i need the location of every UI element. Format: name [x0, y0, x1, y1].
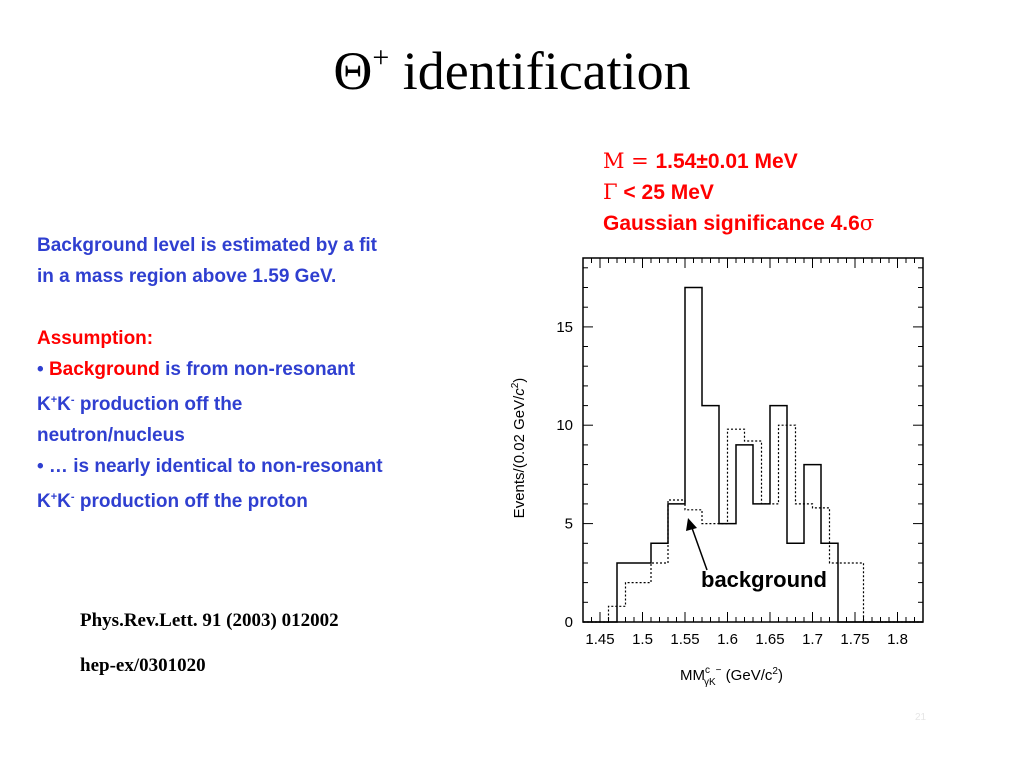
mass-value: 1.54±0.01 MeV: [655, 150, 798, 173]
x-tick-label: 1.45: [585, 631, 614, 648]
kk2-plus: +: [50, 491, 58, 503]
references: Phys.Rev.Lett. 91 (2003) 012002 hep-ex/0…: [80, 610, 339, 700]
x-tick-label: 1.8: [887, 631, 908, 648]
bg-line2: in a mass region above 1.59 GeV.: [37, 266, 337, 287]
series-background-dotted: [583, 424, 923, 623]
explanation-text: Background level is estimated by a fit i…: [37, 230, 507, 517]
y-tick-label: 5: [565, 516, 573, 533]
mass-line: M = 1.54±0.01 MeV: [603, 146, 874, 177]
x-tick-label: 1.65: [755, 631, 784, 648]
kk-minus: -: [70, 394, 75, 406]
background-arrow: [691, 527, 708, 571]
x-axis-label: MMc γK− (GeV/c2): [680, 665, 783, 688]
kk2-minus: -: [70, 491, 75, 503]
bullet1-marker: •: [37, 359, 49, 380]
slide-title: Θ+ identification: [0, 40, 1024, 102]
resonance-parameters: M = 1.54±0.01 MeV Γ < 25 MeV Gaussian si…: [603, 146, 874, 239]
width-line: Γ < 25 MeV: [603, 177, 874, 208]
title-text: identification: [389, 41, 691, 101]
bullet2-line1: • … is nearly identical to non-resonant: [37, 456, 383, 477]
bullet2-line2: K+K- production off the proton: [37, 482, 507, 517]
arxiv-reference: hep-ex/0301020: [80, 655, 206, 676]
assumption-label: Assumption:: [37, 328, 154, 349]
title-theta: Θ: [333, 41, 373, 101]
series-data-solid: [583, 286, 923, 623]
kk-k1: K: [37, 394, 51, 415]
bullet1-line2: K+K- production off the: [37, 385, 507, 420]
histogram-chart: 1.45 1.5 1.55 1.6 1.65 1.7 1.75 1.8 0 5 10 15 Event…: [510, 257, 924, 688]
bullet1-line2-rest: production off the: [74, 394, 243, 415]
kk2-k2: K: [57, 491, 71, 512]
title-plus: +: [372, 41, 390, 74]
mass-symbol: M =: [603, 149, 656, 173]
y-axis-label: Events/(0.02 GeV/c2): [510, 378, 528, 519]
bullet1-line1: • Background is from non-resonant: [37, 354, 507, 385]
kk2-k1: K: [37, 491, 51, 512]
bullet2-line2-rest: production off the proton: [74, 491, 308, 512]
y-tick-label: 10: [556, 417, 573, 434]
background-annotation: background: [701, 567, 827, 592]
background-arrow-head: [686, 518, 697, 531]
sigma-symbol: σ: [859, 211, 875, 235]
journal-reference: Phys.Rev.Lett. 91 (2003) 012002: [80, 610, 339, 631]
x-tick-label: 1.5: [632, 631, 653, 648]
slide-number: 21: [915, 712, 927, 723]
significance-text: Gaussian significance 4.6: [603, 212, 860, 235]
kk-plus: +: [50, 394, 58, 406]
width-value: < 25 MeV: [617, 181, 714, 204]
bullet1-rest: is from non-resonant: [159, 359, 356, 380]
bullet1-line3: neutron/nucleus: [37, 425, 185, 446]
axis-ticks: [582, 258, 924, 623]
x-tick-label: 1.55: [670, 631, 699, 648]
bg-line1: Background level is estimated by a fit: [37, 235, 377, 256]
bullet1-red: Background: [48, 359, 160, 380]
x-tick-label: 1.75: [840, 631, 869, 648]
y-tick-label: 15: [556, 319, 573, 336]
significance-line: Gaussian significance 4.6σ: [603, 208, 874, 239]
kk-k2: K: [57, 394, 71, 415]
x-tick-label: 1.6: [717, 631, 738, 648]
x-tick-label: 1.7: [802, 631, 823, 648]
axis-tick-labels: 1.45 1.5 1.55 1.6 1.65 1.7 1.75 1.8 0 5 10 15: [556, 319, 908, 648]
y-tick-label: 0: [565, 614, 573, 631]
width-symbol: Γ: [603, 180, 618, 204]
